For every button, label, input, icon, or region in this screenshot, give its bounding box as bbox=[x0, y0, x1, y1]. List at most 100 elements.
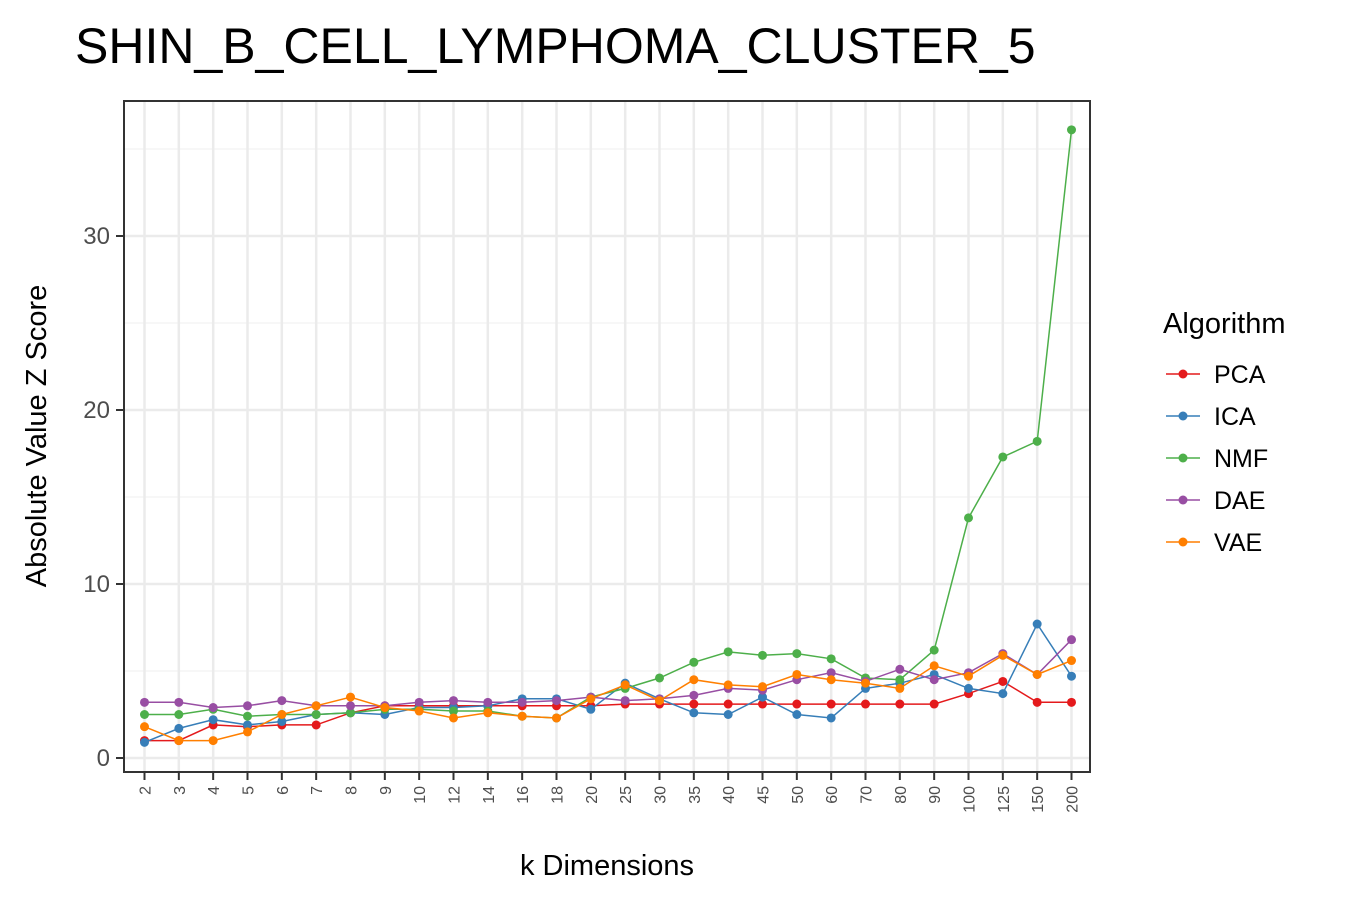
data-point-nmf bbox=[140, 710, 149, 719]
series-line-pca bbox=[144, 680, 1072, 742]
x-tick-label: 14 bbox=[481, 786, 498, 804]
data-point-nmf bbox=[346, 708, 355, 718]
data-point-dae bbox=[449, 696, 458, 706]
data-point-vae bbox=[140, 722, 149, 732]
y-tick-label: 30 bbox=[83, 223, 110, 250]
x-tick-label: 50 bbox=[790, 786, 807, 804]
data-point-vae bbox=[929, 661, 939, 671]
data-point-nmf bbox=[964, 513, 973, 523]
data-point-vae bbox=[689, 675, 699, 685]
data-point-dae bbox=[483, 697, 493, 707]
x-tick-label: 3 bbox=[172, 786, 189, 795]
data-point-dae bbox=[346, 701, 355, 711]
data-point-ica bbox=[723, 710, 733, 719]
panel-border bbox=[123, 100, 1091, 773]
data-point-dae bbox=[929, 675, 939, 685]
data-point-dae bbox=[243, 701, 252, 711]
data-point-nmf bbox=[655, 673, 664, 683]
data-point-ica bbox=[140, 737, 149, 747]
data-point-vae bbox=[964, 671, 973, 681]
data-point-dae bbox=[552, 696, 561, 706]
x-tick-label: 5 bbox=[241, 786, 258, 795]
data-point-ica bbox=[792, 710, 802, 719]
legend-key-point bbox=[1178, 495, 1188, 505]
legend-item-nmf: NMF bbox=[1166, 445, 1268, 473]
data-point-ica bbox=[998, 689, 1008, 699]
x-tick-label: 150 bbox=[1030, 786, 1047, 813]
data-point-pca bbox=[792, 699, 802, 709]
data-point-dae bbox=[140, 697, 149, 707]
data-point-nmf bbox=[723, 647, 733, 657]
data-point-ica bbox=[689, 708, 699, 718]
data-point-vae bbox=[620, 680, 630, 690]
legend-key-point bbox=[1178, 369, 1188, 379]
data-point-nmf bbox=[792, 649, 802, 659]
data-point-vae bbox=[208, 736, 218, 746]
data-point-dae bbox=[517, 697, 527, 707]
grid bbox=[124, 101, 1090, 772]
data-point-vae bbox=[277, 710, 287, 719]
series-line-vae bbox=[144, 654, 1072, 742]
data-point-pca bbox=[311, 720, 321, 730]
data-point-pca bbox=[861, 699, 870, 709]
data-point-nmf bbox=[826, 654, 836, 664]
x-tick-label: 45 bbox=[756, 786, 773, 804]
legend-item-dae: DAE bbox=[1166, 487, 1265, 515]
data-point-nmf bbox=[689, 657, 699, 667]
legend-key-point bbox=[1178, 537, 1188, 547]
legend-label: NMF bbox=[1214, 445, 1268, 473]
data-point-vae bbox=[861, 678, 870, 688]
data-point-nmf bbox=[895, 675, 905, 685]
series-vae bbox=[140, 650, 1076, 746]
legend-title: Algorithm bbox=[1163, 308, 1286, 340]
series-layer bbox=[140, 125, 1076, 747]
data-point-dae bbox=[895, 664, 905, 674]
data-point-ica bbox=[586, 704, 596, 714]
data-point-vae bbox=[552, 713, 561, 723]
data-point-ica bbox=[826, 713, 836, 723]
data-point-pca bbox=[1067, 697, 1076, 707]
data-point-ica bbox=[277, 716, 287, 726]
data-point-pca bbox=[895, 699, 905, 709]
y-tick-label: 0 bbox=[97, 745, 110, 772]
legend-item-vae: VAE bbox=[1166, 529, 1262, 557]
data-point-pca bbox=[1032, 697, 1042, 707]
series-line-dae bbox=[144, 639, 1073, 709]
data-point-vae bbox=[723, 680, 733, 690]
x-tick-label: 30 bbox=[653, 786, 670, 804]
x-tick-label: 25 bbox=[618, 786, 635, 804]
data-point-vae bbox=[483, 708, 493, 718]
x-tick-label: 40 bbox=[721, 786, 738, 804]
legend-label: VAE bbox=[1214, 529, 1262, 557]
x-tick-label: 200 bbox=[1065, 786, 1082, 813]
data-point-pca bbox=[723, 699, 733, 709]
data-point-vae bbox=[792, 669, 802, 679]
data-point-vae bbox=[895, 683, 905, 693]
data-point-vae bbox=[998, 650, 1008, 660]
data-point-dae bbox=[414, 697, 424, 707]
data-point-vae bbox=[449, 713, 458, 723]
data-point-vae bbox=[517, 711, 527, 721]
data-point-vae bbox=[380, 703, 390, 713]
data-point-nmf bbox=[174, 710, 184, 719]
data-point-pca bbox=[929, 699, 939, 709]
data-point-ica bbox=[1067, 671, 1076, 681]
legend-item-ica: ICA bbox=[1166, 403, 1256, 431]
x-tick-label: 7 bbox=[309, 786, 326, 795]
x-tick-label: 8 bbox=[344, 786, 361, 795]
x-tick-label: 80 bbox=[893, 786, 910, 804]
data-point-dae bbox=[620, 696, 630, 706]
data-point-ica bbox=[174, 723, 184, 733]
data-point-nmf bbox=[311, 710, 321, 719]
data-point-vae bbox=[758, 682, 767, 692]
x-axis: 2 3 4 5 6 7 8 9 10 12 14 16 18 20 25 30 35 40 45 50 60 70 80 90… bbox=[138, 772, 1082, 813]
data-point-dae bbox=[689, 690, 699, 700]
data-point-nmf bbox=[1032, 436, 1042, 446]
data-point-ica bbox=[208, 715, 218, 725]
x-tick-label: 70 bbox=[859, 786, 876, 804]
chart-title: SHIN_B_CELL_LYMPHOMA_CLUSTER_5 bbox=[75, 18, 1036, 74]
x-tick-label: 100 bbox=[962, 786, 979, 813]
data-point-ica bbox=[964, 683, 973, 693]
legend-label: PCA bbox=[1214, 361, 1266, 389]
